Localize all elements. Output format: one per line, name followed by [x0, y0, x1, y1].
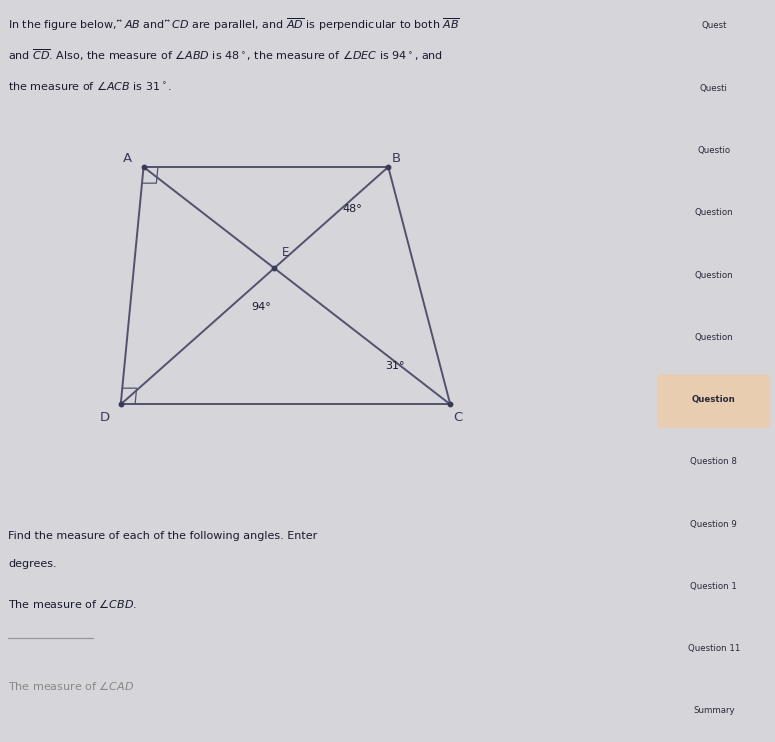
Text: Question: Question	[694, 209, 733, 217]
Text: Questio: Questio	[698, 146, 730, 155]
Text: Question 9: Question 9	[691, 519, 737, 528]
FancyBboxPatch shape	[657, 374, 770, 427]
Text: The measure of $\angle CBD$.: The measure of $\angle CBD$.	[9, 597, 138, 611]
Text: Question 8: Question 8	[691, 457, 737, 466]
Text: 31°: 31°	[385, 361, 405, 371]
Text: Question 11: Question 11	[687, 644, 740, 653]
Text: Questi: Questi	[700, 84, 728, 93]
Text: B: B	[391, 151, 401, 165]
Text: and $\overline{CD}$. Also, the measure of $\angle ABD$ is 48$^\circ$, the measur: and $\overline{CD}$. Also, the measure o…	[9, 47, 443, 63]
Text: E: E	[282, 246, 289, 259]
Text: degrees.: degrees.	[9, 559, 57, 568]
Text: Question 1: Question 1	[691, 582, 737, 591]
Text: Question: Question	[692, 395, 735, 404]
Text: 94°: 94°	[251, 301, 271, 312]
Text: A: A	[122, 151, 132, 165]
Text: Find the measure of each of the following angles. Enter: Find the measure of each of the followin…	[9, 531, 318, 540]
Text: 48°: 48°	[343, 204, 362, 214]
Text: D: D	[99, 411, 109, 424]
Text: Summary: Summary	[693, 706, 735, 715]
Text: The measure of $\angle CAD$: The measure of $\angle CAD$	[9, 679, 135, 692]
Text: the measure of $\angle ACB$ is 31$^\circ$.: the measure of $\angle ACB$ is 31$^\circ…	[9, 79, 173, 92]
Text: Quest: Quest	[701, 22, 726, 30]
Text: In the figure below, $\overleftrightarrow{AB}$ and $\overleftrightarrow{CD}$ are: In the figure below, $\overleftrightarro…	[9, 16, 460, 33]
Text: Question: Question	[694, 271, 733, 280]
Text: C: C	[453, 411, 463, 424]
Text: Question: Question	[694, 333, 733, 342]
